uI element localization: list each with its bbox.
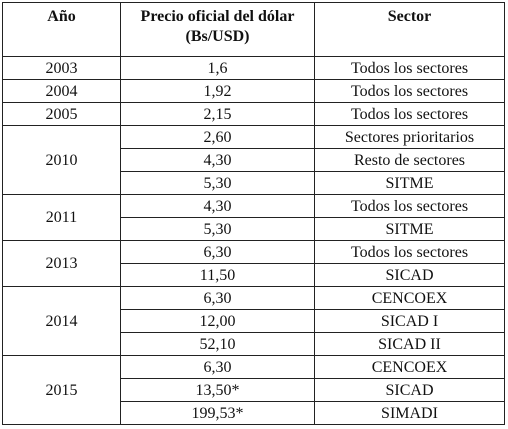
year-cell: 2011: [2, 194, 121, 241]
price-cell: 199,53*: [120, 401, 315, 425]
sector-cell: SICAD: [314, 263, 505, 287]
table-row: 199,53* SIMADI: [3, 401, 505, 425]
year-cell: 2004: [2, 79, 121, 103]
table-row: 11,50 SICAD: [3, 263, 505, 287]
price-cell: 6,30: [120, 240, 315, 264]
table-row: 2010 2,60 Sectores prioritarios: [2, 125, 505, 195]
year-cell: 2014: [2, 286, 121, 356]
price-cell: 5,30: [120, 171, 315, 195]
sector-cell: SICAD: [314, 378, 505, 402]
price-cell: 1,92: [120, 79, 315, 103]
price-cell: 5,30: [120, 217, 315, 241]
sector-cell: SITME: [314, 171, 505, 195]
table-row: 2014 6,30 CENCOEX: [2, 286, 505, 356]
year-cell: 2010: [2, 125, 121, 195]
sector-cell: Sectores prioritarios: [314, 125, 505, 149]
table-row: 4,30 Resto de sectores: [3, 148, 505, 172]
sector-cell: Todos los sectores: [314, 240, 505, 264]
sector-cell: Resto de sectores: [314, 148, 505, 172]
price-cell: 1,6: [120, 56, 315, 80]
year-cell: 2003: [2, 56, 121, 80]
table-body: 2003 1,6 Todos los sectores 2004 1,92 Todos l…: [2, 56, 505, 425]
price-cell: 6,30: [120, 286, 315, 310]
sector-cell: CENCOEX: [314, 286, 505, 310]
table-row: 12,00 SICAD I: [3, 309, 505, 333]
header-sector: Sector: [314, 2, 505, 57]
price-cell: 4,30: [120, 148, 315, 172]
price-cell: 11,50: [120, 263, 315, 287]
price-cell: 4,30: [120, 194, 315, 218]
table-row: 2003 1,6 Todos los sectores: [2, 56, 505, 80]
table-row: 2005 2,15 Todos los sectores: [2, 102, 505, 126]
year-cell: 2005: [2, 102, 121, 126]
exchange-rate-table-container: Año Precio oficial del dólar (Bs/USD) Se…: [2, 2, 505, 425]
sector-cell: Todos los sectores: [314, 56, 505, 80]
table-row: 5,30 SITME: [3, 217, 505, 241]
price-cell: 2,60: [120, 125, 315, 149]
exchange-rate-table: Año Precio oficial del dólar (Bs/USD) Se…: [2, 2, 505, 425]
header-price: Precio oficial del dólar (Bs/USD): [120, 2, 315, 57]
table-row: 2015 6,30 CENCOEX: [2, 355, 505, 425]
sector-cell: Todos los sectores: [314, 194, 505, 218]
price-cell: 52,10: [120, 332, 315, 356]
sector-cell: Todos los sectores: [314, 102, 505, 126]
table-row: 2004 1,92 Todos los sectores: [2, 79, 505, 103]
sector-cell: SICAD I: [314, 309, 505, 333]
year-cell: 2015: [2, 355, 121, 425]
sector-cell: Todos los sectores: [314, 79, 505, 103]
sector-cell: CENCOEX: [314, 355, 505, 379]
price-cell: 13,50*: [120, 378, 315, 402]
table-row: 52,10 SICAD II: [3, 332, 505, 356]
sector-cell: SICAD II: [314, 332, 505, 356]
sector-cell: SIMADI: [314, 401, 505, 425]
header-year: Año: [2, 2, 121, 57]
header-row: Año Precio oficial del dólar (Bs/USD) Se…: [2, 2, 505, 57]
sector-cell: SITME: [314, 217, 505, 241]
price-cell: 12,00: [120, 309, 315, 333]
table-row: 2013 6,30 Todos los sectores: [2, 240, 505, 287]
table-row: 13,50* SICAD: [3, 378, 505, 402]
price-cell: 6,30: [120, 355, 315, 379]
price-cell: 2,15: [120, 102, 315, 126]
table-row: 2011 4,30 Todos los sectores: [2, 194, 505, 241]
year-cell: 2013: [2, 240, 121, 287]
